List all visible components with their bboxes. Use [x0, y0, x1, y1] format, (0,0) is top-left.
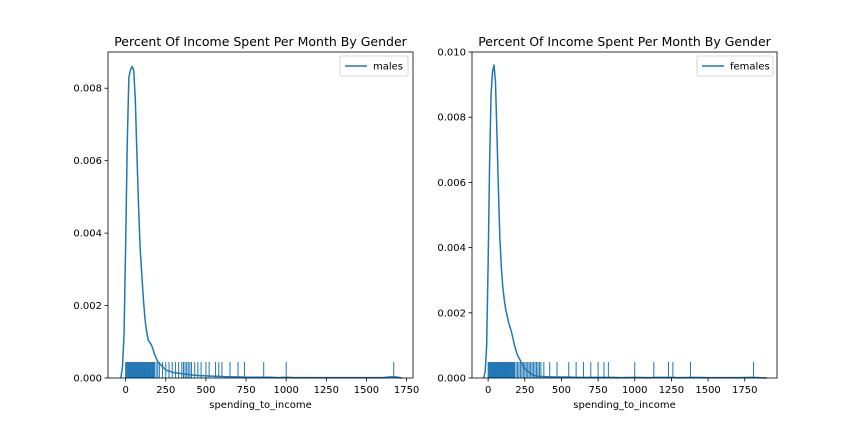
y-tick-label: 0.000	[73, 374, 102, 385]
y-tick-label: 0.004	[437, 243, 466, 254]
y-tick-label: 0.000	[437, 374, 466, 385]
axes-frame	[471, 51, 778, 379]
x-tick-label: 1750	[732, 385, 757, 396]
chart-males: Percent Of Income Spent Per Month By Gen…	[73, 34, 419, 411]
x-tick-label: 500	[196, 385, 215, 396]
x-axis-label: spending_to_income	[573, 400, 676, 411]
x-axis-label: spending_to_income	[209, 400, 312, 411]
axis-ticks: 0 250 500 750 1000 1250 1500 1750 0.000 0.002 0.00…	[437, 48, 757, 397]
legend-label: males	[373, 62, 403, 73]
x-tick-label: 250	[515, 385, 534, 396]
y-tick-label: 0.004	[73, 229, 102, 240]
x-tick-label: 250	[156, 385, 175, 396]
y-tick-label: 0.006	[73, 156, 102, 167]
x-tick-label: 750	[589, 385, 608, 396]
x-tick-label: 750	[237, 385, 256, 396]
x-tick-label: 1750	[394, 385, 419, 396]
legend-box	[339, 55, 409, 77]
x-tick-label: 1000	[273, 385, 298, 396]
legend-box	[696, 55, 774, 77]
x-tick-label: 1250	[659, 385, 684, 396]
legend-label: females	[730, 62, 770, 73]
x-tick-label: 1000	[622, 385, 647, 396]
plot-area	[482, 64, 767, 379]
y-tick-label: 0.002	[73, 301, 102, 312]
y-tick-label: 0.010	[437, 48, 466, 59]
chart-females: Percent Of Income Spent Per Month By Gen…	[437, 34, 778, 411]
chart-title: Percent Of Income Spent Per Month By Gen…	[114, 34, 407, 49]
y-tick-label: 0.006	[437, 178, 466, 189]
x-tick-label: 500	[552, 385, 571, 396]
chart-title: Percent Of Income Spent Per Month By Gen…	[478, 34, 771, 49]
x-tick-label: 1250	[314, 385, 339, 396]
series-line-females	[482, 64, 767, 379]
x-tick-label: 1500	[354, 385, 379, 396]
legend: females	[696, 55, 774, 77]
x-tick-label: 0	[122, 385, 128, 396]
y-tick-label: 0.002	[437, 308, 466, 319]
y-tick-label: 0.008	[73, 84, 102, 95]
x-tick-label: 1500	[695, 385, 720, 396]
legend: males	[339, 55, 409, 77]
y-tick-label: 0.008	[437, 113, 466, 124]
axes-frame	[107, 51, 414, 379]
x-tick-label: 0	[485, 385, 491, 396]
axis-ticks: 0 250 500 750 1000 1250 1500 1750 0.000 0.002 0.00…	[73, 84, 419, 396]
